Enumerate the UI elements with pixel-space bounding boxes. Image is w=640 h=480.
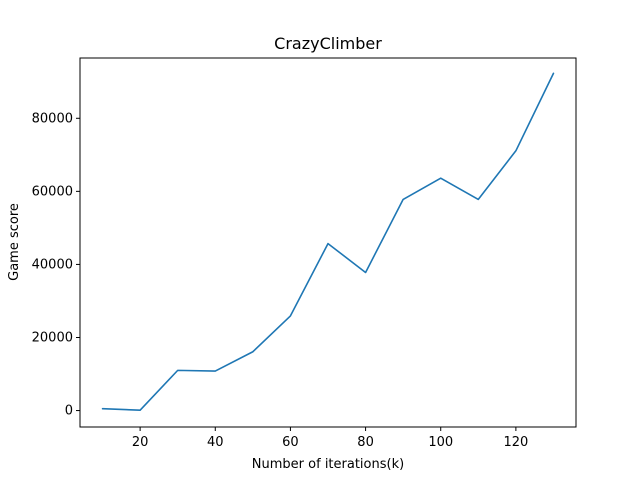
chart-title: CrazyClimber xyxy=(274,34,382,53)
y-axis-label: Game score xyxy=(7,203,22,281)
data-point xyxy=(101,408,103,410)
y-tick-label: 20000 xyxy=(32,330,73,345)
data-point xyxy=(139,409,141,411)
y-tick-label: 40000 xyxy=(32,257,73,272)
series-layer xyxy=(101,72,555,411)
y-tick-label: 0 xyxy=(65,404,73,419)
x-tick-label: 100 xyxy=(428,435,453,450)
data-point xyxy=(515,150,517,152)
data-point xyxy=(252,351,254,353)
x-tick-label: 80 xyxy=(357,435,374,450)
data-point xyxy=(477,198,479,200)
data-point xyxy=(364,271,366,273)
data-point xyxy=(552,72,554,74)
x-tick-label: 120 xyxy=(503,435,528,450)
data-point xyxy=(327,242,329,244)
x-axis-label: Number of iterations(k) xyxy=(252,457,404,472)
tick-layer: 20 40 60 80 100 120 0 20000 40000 60000 80000 xyxy=(32,111,529,450)
x-tick-label: 20 xyxy=(132,435,149,450)
series-line xyxy=(101,72,555,411)
y-tick-label: 60000 xyxy=(32,184,73,199)
x-tick-label: 40 xyxy=(207,435,224,450)
plot-area xyxy=(79,57,577,428)
y-tick-label: 80000 xyxy=(32,111,73,126)
data-point xyxy=(177,369,179,371)
data-point xyxy=(214,370,216,372)
x-tick-label: 60 xyxy=(282,435,299,450)
data-point xyxy=(402,198,404,200)
data-point xyxy=(289,315,291,317)
data-point xyxy=(440,177,442,179)
